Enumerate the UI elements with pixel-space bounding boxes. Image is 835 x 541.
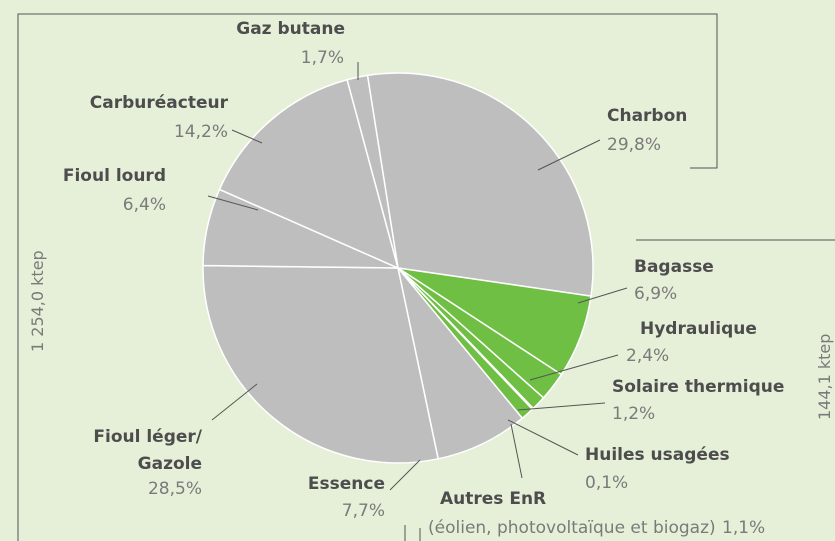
frame [17, 13, 718, 541]
side-label: 144,1 ktep [815, 333, 834, 420]
leader-line [510, 423, 523, 479]
pie-slice [397, 267, 524, 460]
value-label: 28,5% [147, 479, 202, 499]
slice-label: Hydraulique [640, 319, 757, 339]
value-label: 7,7% [341, 501, 385, 521]
slice-label: Gaz butane [236, 19, 345, 39]
pie-slice [218, 78, 400, 270]
value-label: 2,4% [626, 346, 670, 366]
value-label: 1,2% [612, 404, 656, 424]
slice-label: Charbon [607, 106, 688, 126]
leader-line [529, 354, 619, 381]
leader-line [517, 402, 606, 411]
value-label: 29,8% [607, 135, 662, 155]
slice-label: Autres EnR [440, 489, 547, 509]
pie-slice [366, 72, 594, 297]
slice-label: Fioul léger/ Gazole [93, 427, 202, 474]
leader-line [389, 459, 421, 491]
leader-line [537, 139, 601, 171]
value-label: 6,4% [122, 195, 166, 215]
slice-label: Essence [307, 474, 385, 494]
value-label: 1,7% [300, 48, 344, 68]
annotation: (éolien, photovoltaïque et biogaz) [428, 518, 716, 538]
slice-label: Huiles usagées [585, 445, 730, 465]
value-label: 14,2% [173, 122, 228, 142]
leader-line [231, 129, 263, 144]
slice-label: Solaire thermique [612, 377, 785, 397]
value-label: 1,1% [722, 518, 766, 538]
slice-label: Carburéacteur [89, 93, 228, 113]
leader-line [507, 419, 579, 456]
slice-label: Fioul lourd [62, 166, 166, 186]
value-label: 0,1% [585, 473, 629, 493]
side-label: 1 254,0 ktep [28, 250, 47, 352]
leader-line [211, 383, 258, 421]
leader-line [207, 195, 259, 211]
leader-line [577, 287, 628, 304]
pie-slice [202, 264, 440, 464]
pie-slice [346, 74, 399, 269]
value-label: 6,9% [634, 284, 678, 304]
slice-label: Bagasse [634, 257, 714, 277]
